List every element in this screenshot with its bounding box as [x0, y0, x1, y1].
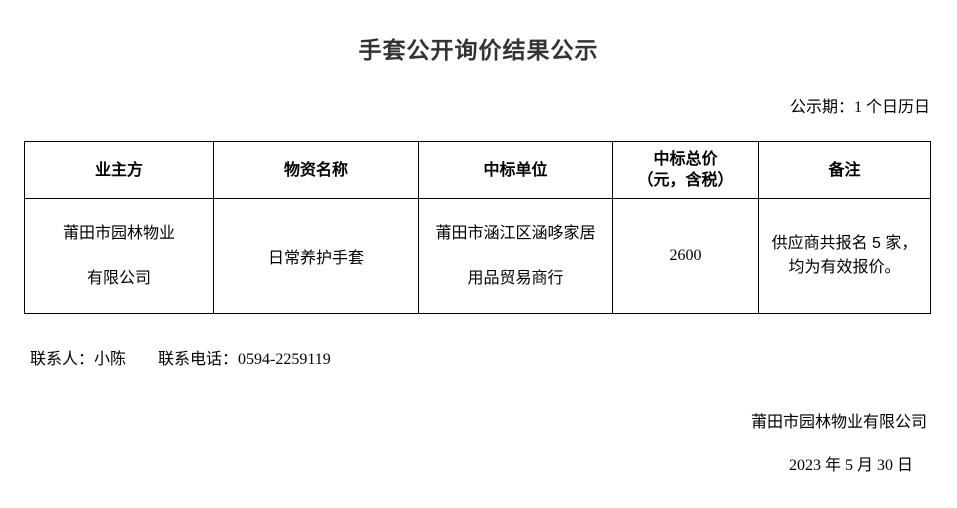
signature-date: 2023 年 5 月 30 日	[788, 457, 913, 474]
table-row: 莆田市园林物业 有限公司 日常养护手套 莆田市涵江区涵哆家居 用品贸易商行 26…	[24, 198, 931, 314]
table-header-owner: 业主方	[24, 141, 214, 199]
page-title: 手套公开询价结果公示	[358, 37, 599, 63]
table-header-remark: 备注	[758, 141, 931, 199]
winner-line1: 莆田市涵江区涵哆家居	[435, 225, 596, 242]
owner-line2: 有限公司	[86, 270, 151, 287]
table-header-winner: 中标单位	[418, 141, 613, 199]
table-cell-material: 日常养护手套	[213, 198, 419, 314]
table-cell-owner: 莆田市园林物业 有限公司	[24, 198, 214, 314]
table-header-price: 中标总价 （元，含税）	[612, 141, 759, 199]
table-header-row: 业主方 物资名称 中标单位 中标总价 （元，含税） 备注	[24, 141, 931, 199]
table-cell-remark: 供应商共报名 5 家， 均为有效报价。	[758, 198, 931, 314]
winner-line2: 用品贸易商行	[467, 270, 564, 287]
owner-line1: 莆田市园林物业	[62, 225, 175, 242]
signature-company: 莆田市园林物业有限公司	[750, 414, 927, 431]
contact-line: 联系人：小陈 联系电话：0594-2259119	[30, 345, 331, 369]
table-header-price-line1: 中标总价	[653, 151, 718, 168]
contact-phone: 联系电话：0594-2259119	[158, 351, 331, 368]
table-header-price-line2: （元，含税）	[637, 172, 734, 189]
publicity-period-text: 公示期：1 个日历日	[789, 99, 930, 116]
remark-line2: 均为有效报价。	[788, 259, 901, 276]
table-header-material: 物资名称	[213, 141, 419, 199]
table-cell-price: 2600	[612, 198, 759, 314]
results-table: 业主方 物资名称 中标单位 中标总价 （元，含税） 备注 莆田市园林物业 有限公…	[24, 141, 931, 314]
remark-line1: 供应商共报名 5 家，	[771, 235, 918, 252]
table-cell-winner: 莆田市涵江区涵哆家居 用品贸易商行	[418, 198, 613, 314]
contact-person: 联系人：小陈	[30, 351, 127, 368]
